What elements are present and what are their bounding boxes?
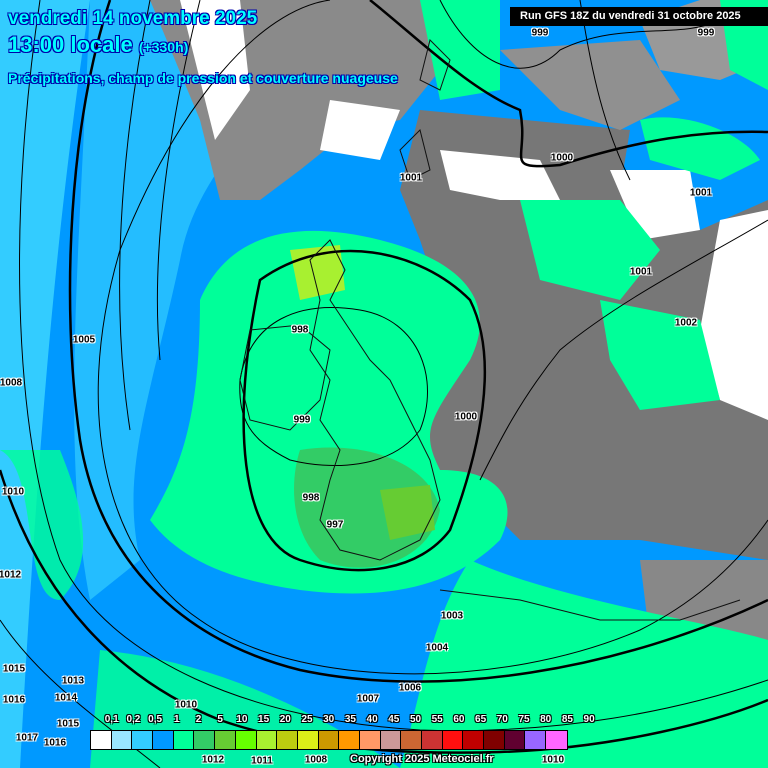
pressure-label: 1008 [0,377,23,389]
pressure-label: 1001 [629,266,653,278]
legend-label: 20 [279,714,291,725]
legend-swatch [525,731,547,749]
pressure-label: 999 [293,414,311,426]
legend-label: 10 [236,714,248,725]
legend-swatch [194,731,216,749]
pressure-label: 1015 [2,663,26,675]
copyright: Copyright 2025 Meteociel.fr [350,753,494,765]
legend-label: 30 [323,714,335,725]
legend-swatch [359,731,381,749]
pressure-label: 1005 [72,334,96,346]
pressure-label: 1012 [201,754,225,766]
legend-label: 1 [174,714,180,725]
pressure-label: 1007 [356,693,380,705]
legend-label: 40 [366,714,378,725]
legend-swatch [546,731,567,749]
legend-label: 60 [453,714,465,725]
legend-swatch [256,731,278,749]
legend-swatch [484,731,505,749]
legend-swatch [318,731,340,749]
legend-swatch [504,731,526,749]
pressure-label: 1000 [454,411,478,423]
legend-label: 65 [475,714,487,725]
pressure-label: 1006 [398,682,422,694]
pressure-label: 1016 [2,694,26,706]
local-time: 13:00 locale [8,32,133,57]
legend-label: 85 [561,714,573,725]
lead-time: (+330h) [138,39,189,55]
pressure-label: 1001 [689,187,713,199]
pressure-label: 1010 [541,754,565,766]
legend-swatch [442,731,464,749]
legend-label: 2 [195,714,202,725]
legend-label: 75 [518,714,530,725]
legend-swatch [380,731,402,749]
pressure-label: 998 [302,492,320,504]
legend-label: 0,1 [104,714,119,725]
legend-swatch [235,731,257,749]
pressure-label: 1015 [56,718,80,730]
pressure-label: 1011 [251,755,273,767]
legend-label: 50 [409,714,422,725]
forecast-date: vendredi 14 novembre 2025 [8,8,258,29]
cloud-cover-grey [150,0,768,680]
legend-swatch [215,731,236,749]
legend-label: 70 [496,714,508,725]
legend-swatch [297,731,319,749]
legend-swatch [153,731,174,749]
precip-legend [90,730,568,750]
legend-swatch [91,731,112,749]
forecast-time: 13:00 locale (+330h) [8,32,188,58]
legend-swatch [339,731,360,749]
legend-swatch [422,731,443,749]
legend-label: 25 [301,714,313,725]
pressure-label: 997 [326,519,344,531]
legend-label: 0,5 [148,714,163,725]
pressure-label: 1013 [61,675,85,687]
legend-swatch [173,731,195,749]
pressure-label: 1003 [440,610,464,622]
legend-swatch [111,731,133,749]
legend-label: 35 [344,714,356,725]
legend-label: 45 [388,714,400,725]
pressure-label: 1010 [174,699,198,711]
pressure-label: 1002 [674,317,698,329]
pressure-label: 1004 [425,642,449,654]
legend-swatch [463,731,485,749]
pressure-label: 999 [531,27,549,39]
pressure-label: 1001 [399,172,423,184]
pressure-label: 1012 [0,569,22,581]
pressure-label: 1017 [15,732,39,744]
legend-label: 5 [217,714,223,725]
pressure-label: 999 [697,27,715,39]
pressure-label: 1010 [1,486,25,498]
legend-swatch [132,731,154,749]
legend-label: 15 [258,714,270,725]
legend-label: 55 [431,714,443,725]
pressure-label: 1008 [304,754,328,766]
run-info: Run GFS 18Z du vendredi 31 octobre 2025 [510,7,768,26]
pressure-label: 1016 [43,737,67,749]
coastlines [239,39,741,621]
legend-label: 0,2 [126,714,141,725]
pressure-label: 1014 [54,692,78,704]
pressure-label: 998 [291,324,309,336]
legend-swatch [401,731,422,749]
product-title: Précipitations, champ de pression et cou… [8,70,398,86]
legend-swatch [277,731,298,749]
pressure-label: 1000 [550,152,574,164]
legend-label: 90 [583,714,595,725]
legend-label: 80 [540,714,552,725]
